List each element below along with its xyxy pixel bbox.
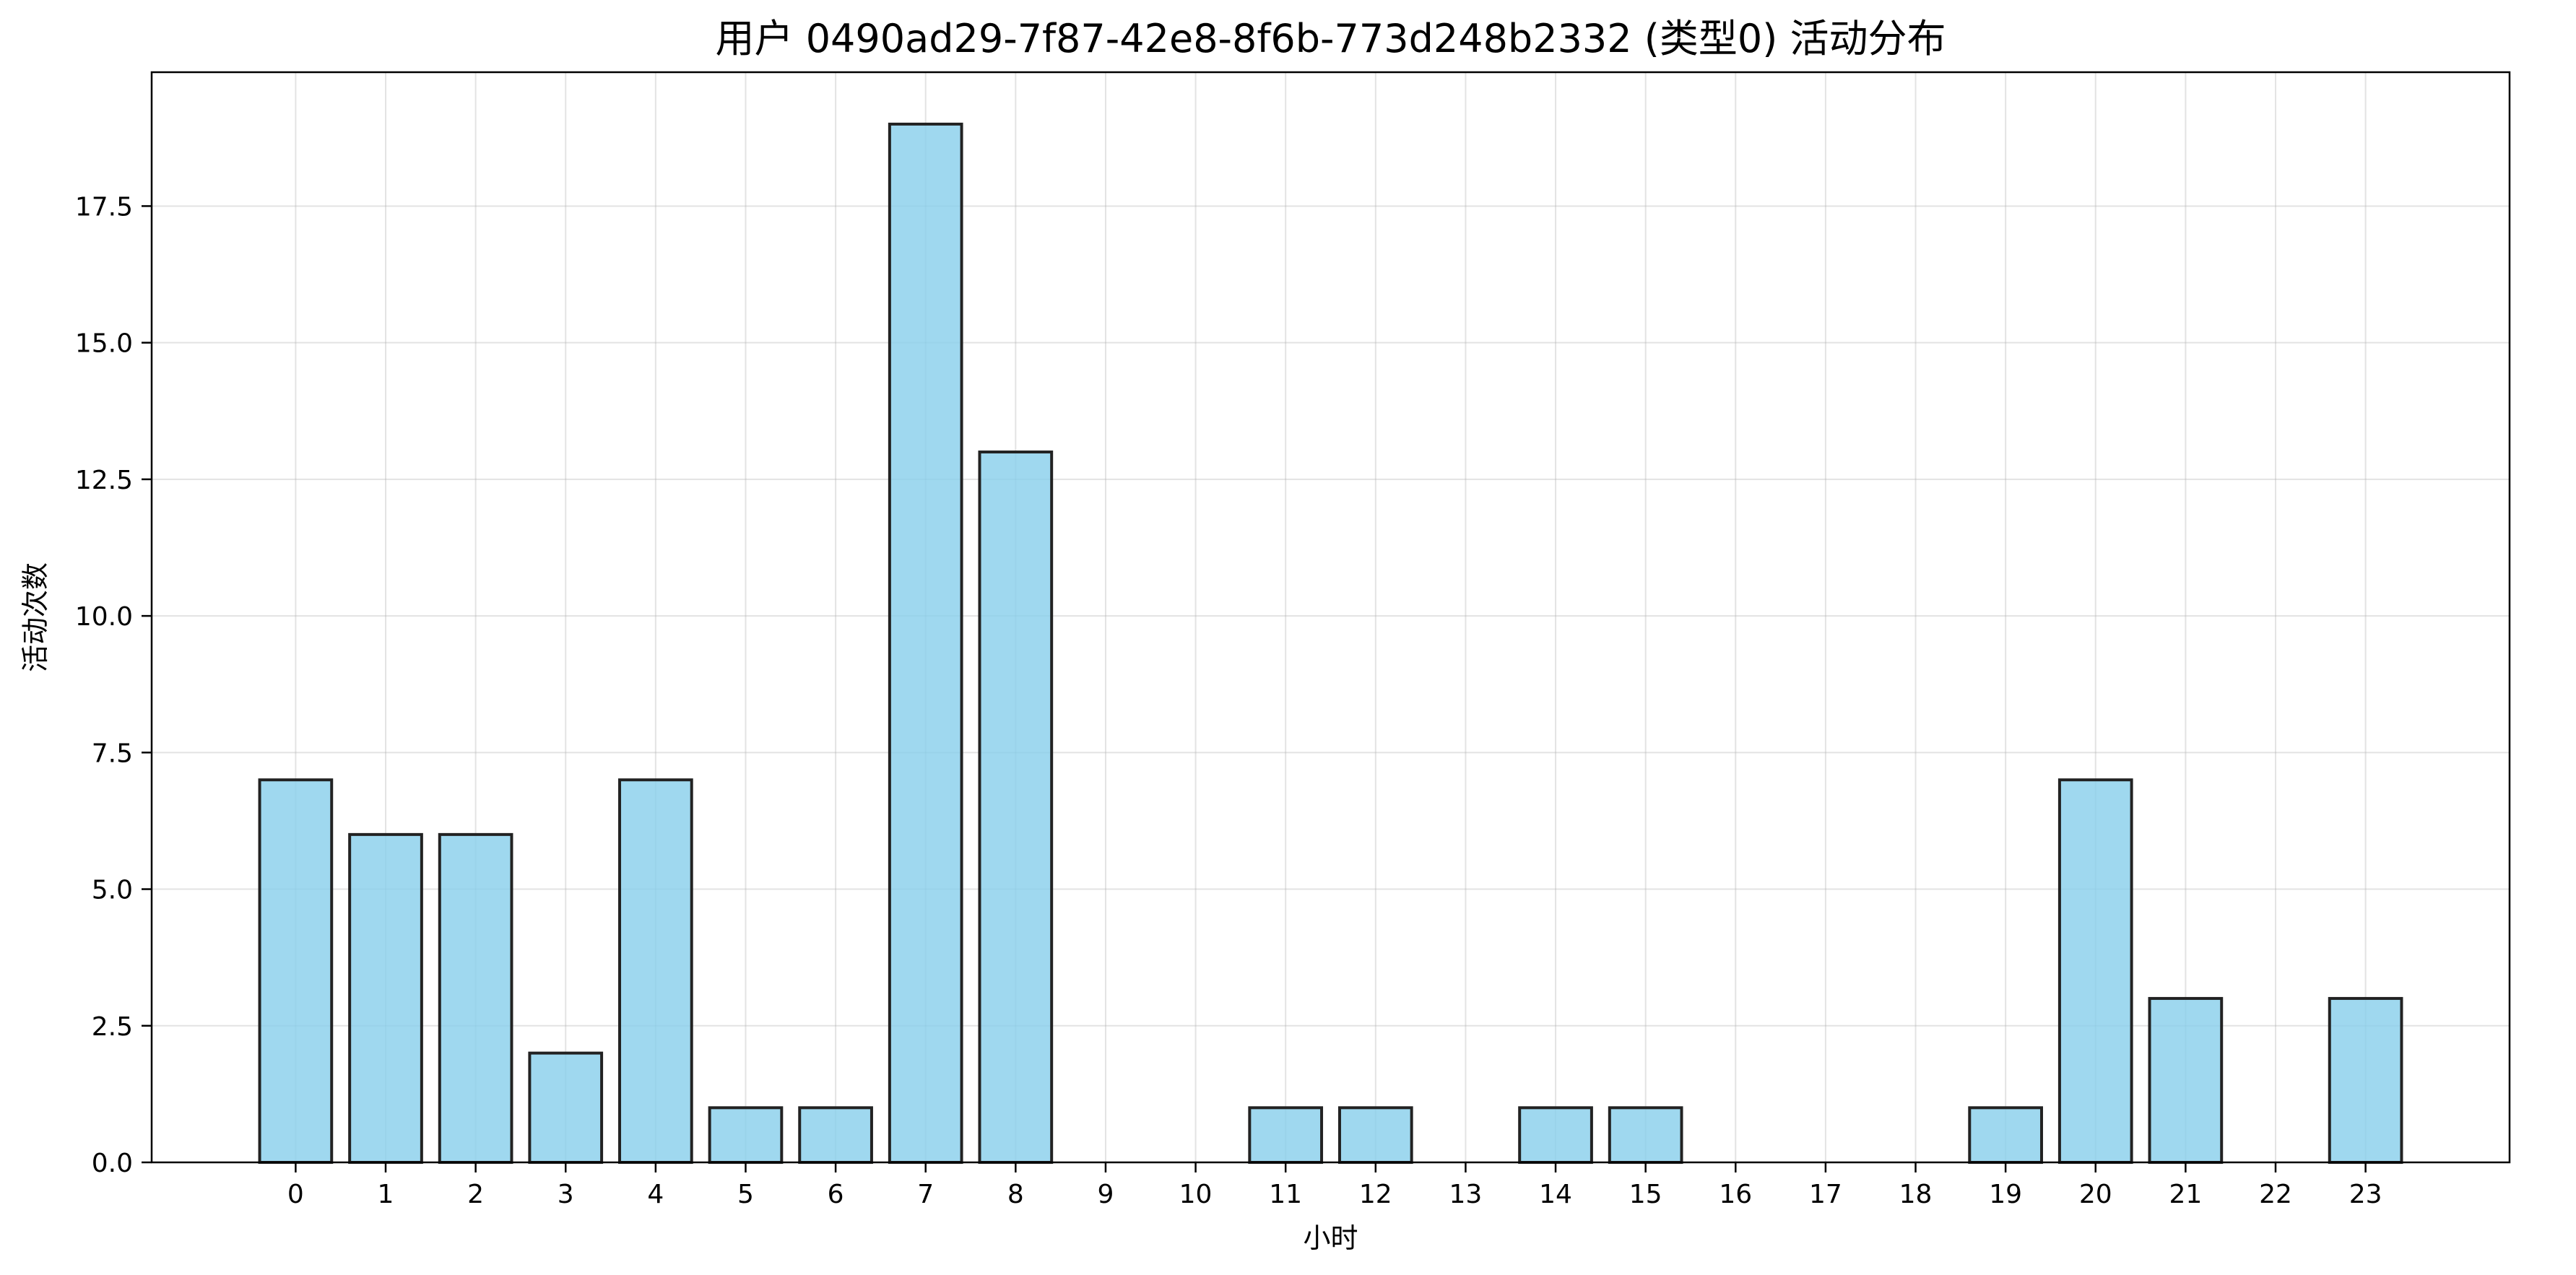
bar-hour-12 — [1337, 1106, 1413, 1165]
bar-hour-5 — [708, 1106, 784, 1165]
x-tick-label: 11 — [1269, 1180, 1302, 1209]
y-tick-label: 12.5 — [75, 466, 133, 495]
x-tick-label: 9 — [1098, 1180, 1114, 1209]
bar-hour-11 — [1248, 1106, 1324, 1165]
x-tick-label: 16 — [1719, 1180, 1752, 1209]
bar-hour-2 — [438, 832, 513, 1164]
x-tick-label: 7 — [917, 1180, 934, 1209]
x-tick-label: 13 — [1449, 1180, 1483, 1209]
x-tick-label: 21 — [2169, 1180, 2202, 1209]
x-tick-label: 4 — [647, 1180, 664, 1209]
x-tick-label: 14 — [1539, 1180, 1572, 1209]
chart-title: 用户 0490ad29-7f87-42e8-8f6b-773d248b2332 … — [716, 16, 1946, 61]
y-tick-label: 0.0 — [92, 1149, 133, 1178]
x-tick-label: 19 — [1989, 1180, 2022, 1209]
x-tick-label: 1 — [378, 1180, 394, 1209]
x-tick-label: 6 — [828, 1180, 844, 1209]
y-axis-label: 活动次数 — [19, 562, 51, 672]
x-tick-label: 10 — [1179, 1180, 1213, 1209]
y-tick-label: 5.0 — [92, 876, 133, 905]
x-tick-label: 20 — [2079, 1180, 2112, 1209]
x-tick-label: 8 — [1007, 1180, 1024, 1209]
y-tick-label: 10.0 — [75, 602, 133, 632]
bar-hour-21 — [2148, 996, 2224, 1165]
x-tick-label: 5 — [737, 1180, 754, 1209]
x-axis-label: 小时 — [1303, 1222, 1358, 1254]
bar-hour-23 — [2328, 996, 2403, 1165]
bar-hour-19 — [1968, 1106, 2043, 1165]
x-tick-label: 2 — [467, 1180, 484, 1209]
bar-hour-3 — [528, 1051, 604, 1165]
ticks: 0 1 2 3 4 5 6 7 8 9 10 11 12 13 14 15 16 17 18 19 20 21 22 230.… — [75, 192, 2382, 1209]
bar-hour-20 — [2057, 778, 2133, 1164]
bars — [258, 122, 2403, 1165]
bar-hour-8 — [978, 451, 1054, 1164]
bar-hour-1 — [348, 832, 423, 1164]
x-tick-label: 18 — [1899, 1180, 1933, 1209]
x-tick-label: 15 — [1629, 1180, 1662, 1209]
y-tick-label: 15.0 — [75, 329, 133, 359]
bar-hour-14 — [1518, 1106, 1593, 1165]
y-tick-label: 2.5 — [92, 1012, 133, 1042]
x-tick-label: 17 — [1809, 1180, 1842, 1209]
y-tick-label: 17.5 — [75, 192, 133, 222]
bar-hour-0 — [258, 778, 334, 1164]
x-tick-label: 12 — [1359, 1180, 1392, 1209]
bar-hour-15 — [1608, 1106, 1683, 1165]
bar-hour-6 — [798, 1106, 873, 1165]
y-tick-label: 7.5 — [92, 739, 133, 768]
x-tick-label: 3 — [558, 1180, 574, 1209]
bar-hour-7 — [888, 122, 963, 1164]
x-tick-label: 22 — [2259, 1180, 2292, 1209]
x-tick-label: 0 — [287, 1180, 304, 1209]
x-tick-label: 23 — [2349, 1180, 2382, 1209]
plot-frame — [150, 71, 2511, 1164]
bar-hour-4 — [618, 778, 693, 1164]
